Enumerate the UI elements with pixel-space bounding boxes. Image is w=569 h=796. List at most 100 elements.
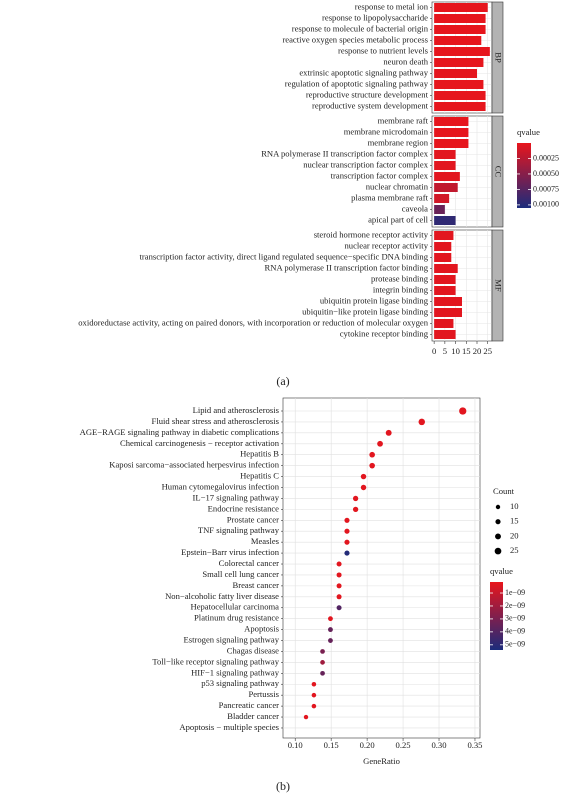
category-label: reproductive system development (312, 100, 429, 110)
bar (434, 139, 469, 148)
x-tick-label: 0.35 (467, 740, 482, 750)
x-axis-label: GeneRatio (363, 756, 400, 766)
dot (369, 462, 375, 469)
category-label: extrinsic apoptotic signaling pathway (299, 67, 428, 77)
category-label: nuclear chromatin (366, 181, 429, 191)
x-tick-label: 0.15 (324, 740, 339, 750)
bar (434, 275, 456, 284)
category-label: cytokine receptor binding (340, 328, 429, 338)
category-label: Colorectal cancer (219, 558, 279, 568)
category-label: neuron death (383, 56, 428, 66)
dot (336, 583, 342, 589)
category-label: Hepatitis B (240, 449, 279, 459)
dot (344, 528, 350, 534)
category-label: caveola (402, 203, 428, 213)
dot (336, 561, 342, 567)
bar (434, 242, 452, 251)
category-label: plasma membrane raft (351, 192, 428, 202)
dot (344, 517, 350, 523)
bar (434, 80, 484, 89)
category-label: regulation of apoptotic signaling pathwa… (285, 78, 429, 88)
bar (434, 25, 486, 34)
bar (434, 183, 458, 192)
x-tick-label: 25 (483, 346, 492, 356)
category-label: ubiquitin−like protein ligase binding (302, 306, 429, 316)
category-label: Pancreatic cancer (219, 700, 279, 710)
legend-dot (495, 519, 501, 525)
bar (434, 117, 469, 126)
bar (434, 150, 456, 159)
dot (320, 660, 325, 665)
bar (434, 297, 462, 306)
colorbar (490, 582, 503, 650)
legend-dot (494, 547, 502, 555)
category-label: Estrogen signaling pathway (184, 634, 280, 644)
dot (328, 616, 333, 622)
facet-label: MF (494, 279, 504, 292)
bar (434, 172, 460, 181)
legend-dot (495, 504, 501, 510)
x-tick-label: 10 (451, 346, 460, 356)
panel (282, 397, 481, 739)
dot (336, 572, 342, 578)
category-label: response to metal ion (355, 1, 429, 11)
category-label: membrane raft (378, 115, 429, 125)
dot (377, 440, 383, 447)
category-label: Hepatocellular carcinoma (190, 602, 279, 612)
category-label: p53 signaling pathway (201, 678, 280, 688)
bar (434, 205, 445, 214)
x-tick-label: 0.10 (288, 740, 303, 750)
category-label: Epstein−Barr virus infection (181, 547, 280, 557)
dot (336, 605, 342, 611)
legend-label: 20 (510, 530, 519, 540)
category-label: Endocrine resistance (208, 503, 280, 513)
category-label: Apoptosis (244, 624, 280, 634)
bar (434, 14, 486, 23)
bar (434, 36, 482, 45)
dot (352, 506, 359, 513)
bar (434, 161, 456, 170)
bar (434, 330, 456, 339)
category-label: Human cytomegalovirus infection (162, 481, 280, 491)
category-label: response to lipopolysaccharide (322, 12, 428, 22)
category-label: Non−alcoholic fatty liver disease (165, 591, 279, 601)
dot (303, 714, 309, 720)
bar (434, 194, 450, 203)
category-label: integrin binding (373, 284, 429, 294)
category-label: nuclear receptor activity (344, 240, 428, 250)
legend-label: 15 (510, 516, 519, 526)
bar (434, 102, 486, 111)
x-tick-label: 5 (443, 346, 447, 356)
category-label: membrane microdomain (344, 126, 429, 136)
category-label: response to molecule of bacterial origin (292, 23, 429, 33)
category-label: Breast cancer (232, 580, 279, 590)
x-tick-label: 0.30 (431, 740, 446, 750)
colorbar-tick-label: 4e−09 (505, 627, 525, 636)
category-label: Pertussis (248, 689, 279, 699)
colorbar-tick-label: 0.00100 (533, 200, 559, 209)
legend-label: 10 (510, 501, 519, 511)
dot (385, 429, 392, 436)
category-label: transcription factor complex (331, 170, 429, 180)
dot (328, 638, 333, 643)
category-label: reproductive structure development (306, 89, 429, 99)
legend-title: qvalue (490, 566, 513, 576)
category-label: membrane region (368, 137, 429, 147)
bar (434, 319, 454, 328)
category-label: Small cell lung cancer (202, 569, 279, 579)
bar (434, 253, 452, 262)
colorbar-tick-label: 2e−09 (505, 601, 525, 610)
bar (434, 264, 458, 273)
facet-label: CC (494, 166, 504, 178)
bar (434, 91, 486, 100)
facet-strip (491, 229, 504, 342)
category-label: response to nutrient levels (338, 45, 429, 55)
colorbar-tick-label: 0.00075 (533, 184, 559, 193)
x-tick-label: 0.20 (360, 740, 375, 750)
legend-label: 25 (510, 545, 519, 555)
category-label: ubiquitin protein ligase binding (320, 295, 429, 305)
category-label: RNA polymerase II transcription factor b… (265, 262, 429, 272)
category-label: reactive oxygen species metabolic proces… (282, 34, 428, 44)
dot (311, 703, 317, 709)
